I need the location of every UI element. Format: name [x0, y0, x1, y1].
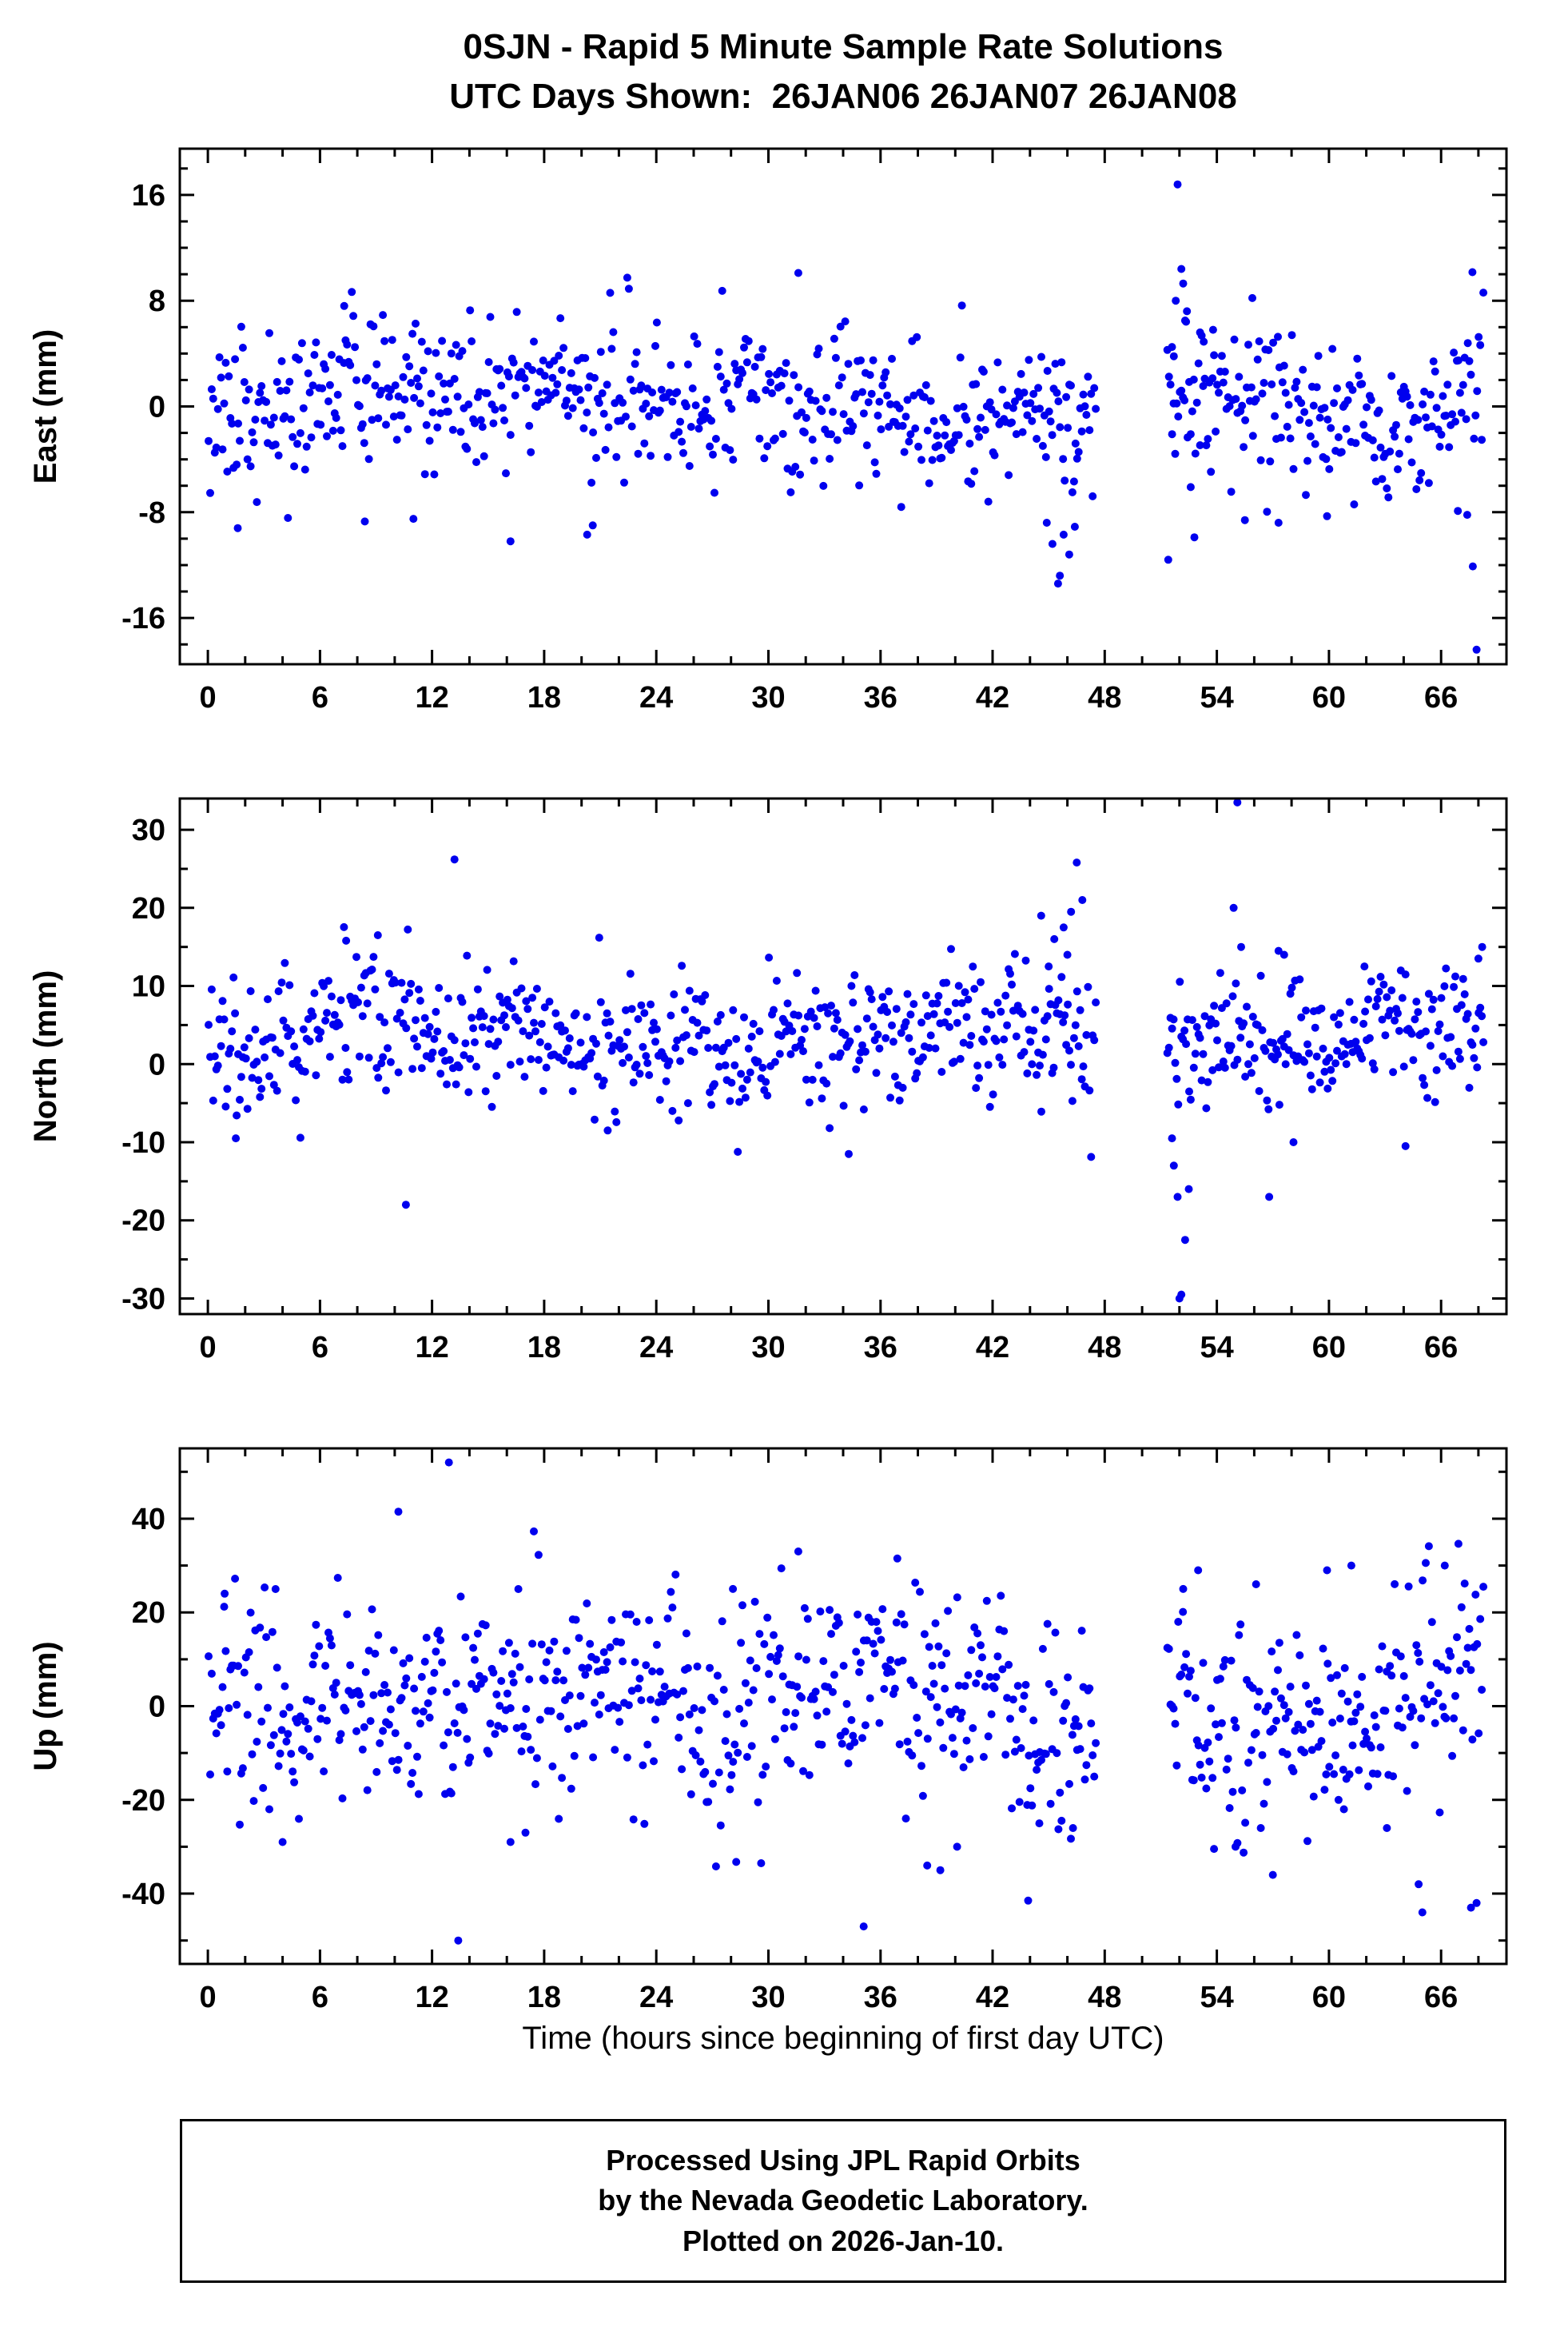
footer-line3: Plotted on 2026-Jan-10. — [682, 2224, 1005, 2257]
svg-text:36: 36 — [864, 681, 897, 715]
svg-text:8: 8 — [149, 285, 165, 318]
svg-text:6: 6 — [312, 681, 328, 715]
svg-text:60: 60 — [1312, 1331, 1346, 1364]
svg-text:-10: -10 — [121, 1126, 165, 1160]
panel-north: 0 6 12 18 24 30 36 42 48 54 60 66 -30 -20 -10 0 10 20 30 No… — [28, 797, 1508, 1364]
title-line2: UTC Days Shown: 26JAN06 26JAN07 26JAN08 — [449, 77, 1237, 117]
plot-page: 0SJN - Rapid 5 Minute Sample Rate Soluti… — [0, 22, 1568, 2284]
svg-text:0: 0 — [200, 1331, 217, 1364]
svg-text:30: 30 — [132, 814, 165, 847]
svg-text:16: 16 — [132, 179, 165, 213]
svg-text:-16: -16 — [121, 602, 165, 635]
svg-text:66: 66 — [1424, 1331, 1458, 1364]
svg-text:0: 0 — [149, 1048, 165, 1081]
svg-text:East (mm): East (mm) — [28, 329, 63, 484]
svg-text:48: 48 — [1088, 1981, 1121, 2014]
svg-text:60: 60 — [1312, 1981, 1346, 2014]
svg-text:-20: -20 — [121, 1205, 165, 1238]
svg-text:Up (mm): Up (mm) — [28, 1641, 63, 1770]
svg-text:42: 42 — [976, 1981, 1009, 2014]
title-line1: 0SJN - Rapid 5 Minute Sample Rate Soluti… — [463, 27, 1224, 66]
svg-text:30: 30 — [751, 1331, 785, 1364]
svg-text:66: 66 — [1424, 681, 1458, 715]
svg-text:0: 0 — [200, 681, 217, 715]
svg-text:30: 30 — [751, 1981, 785, 2014]
svg-text:6: 6 — [312, 1981, 328, 2014]
svg-text:12: 12 — [415, 1331, 448, 1364]
svg-text:-30: -30 — [121, 1282, 165, 1316]
svg-text:18: 18 — [527, 681, 561, 715]
svg-text:12: 12 — [415, 1981, 448, 2014]
svg-text:66: 66 — [1424, 1981, 1458, 2014]
panel-gap-2 — [0, 1366, 1568, 1436]
svg-text:18: 18 — [527, 1331, 561, 1364]
svg-text:-40: -40 — [121, 1878, 165, 1911]
svg-text:48: 48 — [1088, 681, 1121, 715]
svg-text:54: 54 — [1200, 1331, 1233, 1364]
svg-text:54: 54 — [1200, 1981, 1233, 2014]
svg-text:42: 42 — [976, 681, 1009, 715]
footer-box: Processed Using JPL Rapid Orbits by the … — [180, 2118, 1506, 2284]
panel-east: 0 6 12 18 24 30 36 42 48 54 60 66 -16 -8 0 8 16 East (mm) — [28, 147, 1508, 715]
svg-text:10: 10 — [132, 970, 165, 1003]
svg-text:18: 18 — [527, 1981, 561, 2014]
svg-text:0: 0 — [149, 390, 165, 424]
panel-gap-1 — [0, 716, 1568, 787]
svg-text:40: 40 — [132, 1503, 165, 1536]
svg-text:-20: -20 — [121, 1784, 165, 1818]
svg-text:0: 0 — [149, 1690, 165, 1723]
svg-text:24: 24 — [639, 1981, 673, 2014]
footer-line2: by the Nevada Geodetic Laboratory. — [598, 2184, 1088, 2217]
svg-text:42: 42 — [976, 1331, 1009, 1364]
svg-text:48: 48 — [1088, 1331, 1121, 1364]
svg-text:6: 6 — [312, 1331, 328, 1364]
footer-line1: Processed Using JPL Rapid Orbits — [606, 2143, 1080, 2177]
panel-up: 0 6 12 18 24 30 36 42 48 54 60 66 -40 -20 0 20 40 Up (mm) — [28, 1447, 1508, 2014]
svg-text:20: 20 — [132, 1596, 165, 1630]
svg-text:60: 60 — [1312, 681, 1346, 715]
svg-text:24: 24 — [639, 1331, 673, 1364]
svg-text:30: 30 — [751, 681, 785, 715]
svg-text:54: 54 — [1200, 681, 1233, 715]
svg-text:20: 20 — [132, 892, 165, 926]
svg-text:36: 36 — [864, 1981, 897, 2014]
svg-text:-8: -8 — [138, 496, 165, 530]
x-axis-label: Time (hours since beginning of first day… — [522, 2020, 1164, 2056]
svg-text:24: 24 — [639, 681, 673, 715]
svg-text:12: 12 — [415, 681, 448, 715]
svg-text:36: 36 — [864, 1331, 897, 1364]
svg-text:0: 0 — [200, 1981, 217, 2014]
chart-title: 0SJN - Rapid 5 Minute Sample Rate Soluti… — [180, 22, 1506, 122]
svg-text:North (mm): North (mm) — [28, 970, 63, 1143]
